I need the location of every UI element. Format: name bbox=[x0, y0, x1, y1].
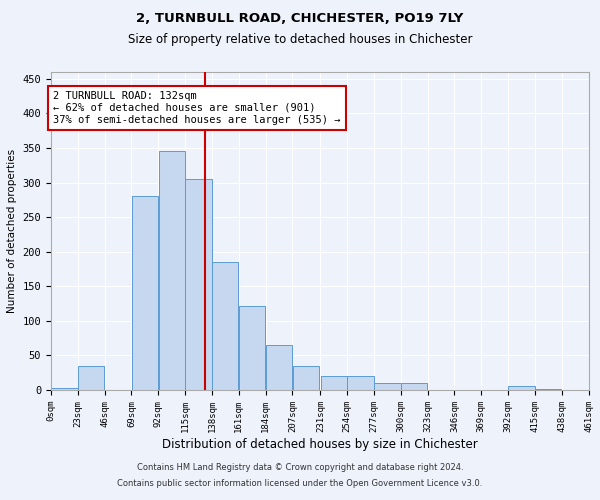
Bar bbox=[212, 262, 238, 390]
Text: 2 TURNBULL ROAD: 132sqm
← 62% of detached houses are smaller (901)
37% of semi-d: 2 TURNBULL ROAD: 132sqm ← 62% of detache… bbox=[53, 92, 341, 124]
Bar bbox=[374, 383, 401, 390]
Bar bbox=[347, 376, 374, 390]
Bar bbox=[293, 366, 319, 390]
Bar bbox=[158, 152, 185, 390]
Bar bbox=[401, 383, 427, 390]
Text: Contains HM Land Registry data © Crown copyright and database right 2024.: Contains HM Land Registry data © Crown c… bbox=[137, 464, 463, 472]
Bar bbox=[320, 376, 347, 390]
Text: 2, TURNBULL ROAD, CHICHESTER, PO19 7LY: 2, TURNBULL ROAD, CHICHESTER, PO19 7LY bbox=[136, 12, 464, 26]
Text: Size of property relative to detached houses in Chichester: Size of property relative to detached ho… bbox=[128, 32, 472, 46]
Bar bbox=[78, 366, 104, 390]
Bar bbox=[266, 345, 292, 390]
Y-axis label: Number of detached properties: Number of detached properties bbox=[7, 149, 17, 313]
Bar bbox=[132, 196, 158, 390]
X-axis label: Distribution of detached houses by size in Chichester: Distribution of detached houses by size … bbox=[162, 438, 478, 450]
Bar bbox=[51, 388, 77, 390]
Text: Contains public sector information licensed under the Open Government Licence v3: Contains public sector information licen… bbox=[118, 478, 482, 488]
Bar bbox=[535, 388, 562, 390]
Bar bbox=[508, 386, 535, 390]
Bar bbox=[185, 179, 212, 390]
Bar bbox=[239, 306, 265, 390]
